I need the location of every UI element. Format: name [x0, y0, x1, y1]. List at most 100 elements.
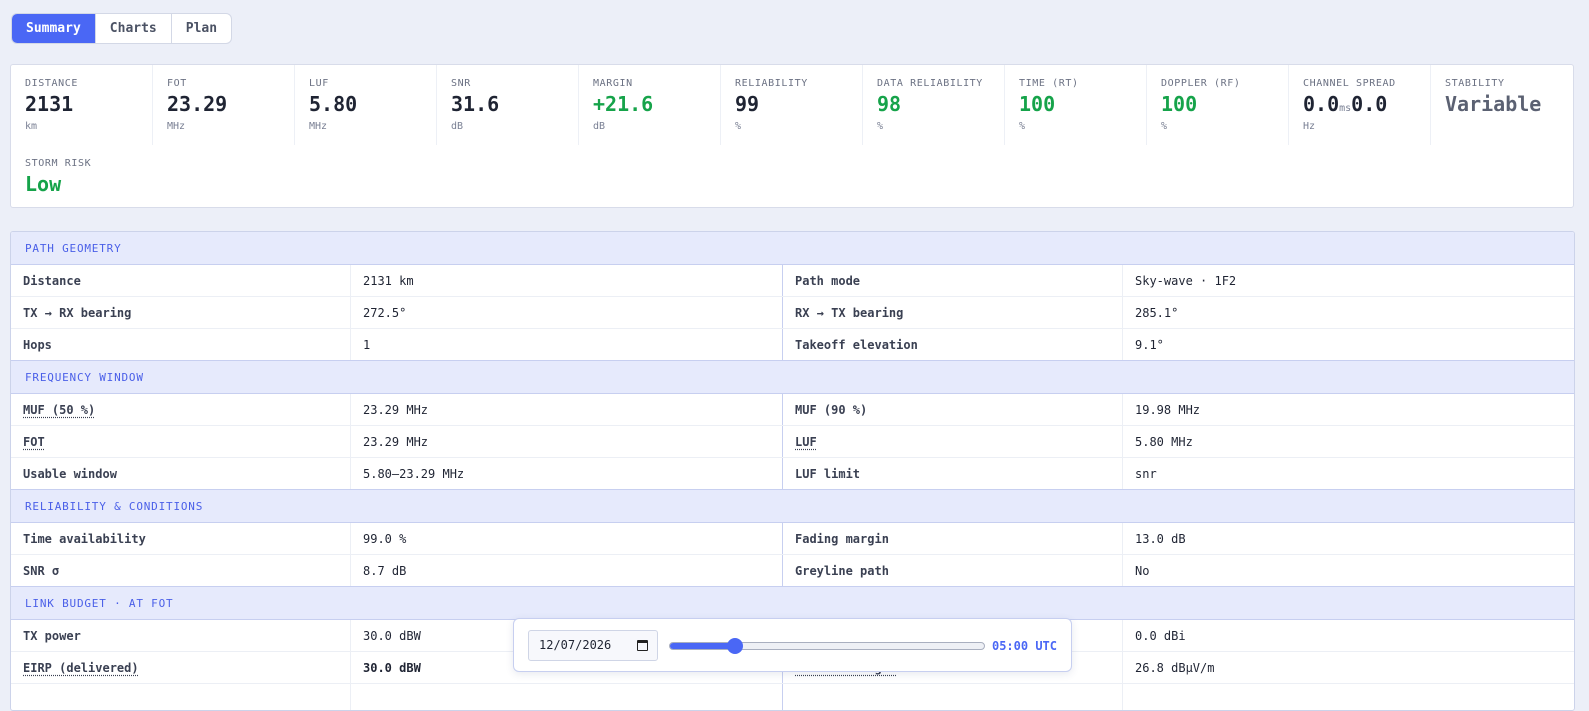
row-key: Takeoff elevation	[783, 329, 1123, 360]
row-value: 13.0 dB	[1135, 532, 1186, 546]
row-value	[1123, 684, 1574, 710]
stat-unit: Hz	[1303, 121, 1316, 132]
stat-doppler-rf: DOPPLER (RF) 100 %	[1147, 65, 1289, 145]
row-key: MUF (90 %)	[783, 394, 1123, 425]
stat-unit: MHz	[167, 121, 186, 132]
tab-summary[interactable]: Summary	[12, 14, 96, 43]
table-row: Time availability 99.0 % Fading margin 1…	[11, 523, 1574, 555]
date-value: 12/07/2026	[539, 638, 612, 652]
stat-fot: FOT 23.29 MHz	[153, 65, 295, 145]
table-row: MUF (50 %) 23.29 MHz MUF (90 %) 19.98 MH…	[11, 394, 1574, 426]
section-frequency-window: FREQUENCY WINDOW	[11, 361, 1574, 394]
view-tabs: Summary Charts Plan	[11, 13, 233, 44]
stat-label: STORM RISK	[25, 158, 92, 169]
row-value: 23.29 MHz	[351, 426, 783, 457]
row-key	[783, 620, 1123, 651]
row-key: LUF	[783, 426, 1123, 457]
row-value: 0.0 dBi	[1135, 629, 1186, 643]
table-row: Hops 1 Takeoff elevation 9.1°	[11, 329, 1574, 361]
time-control-bar: 12/07/2026 05:00 UTC	[513, 618, 1072, 672]
row-value: 5.80 MHz	[1135, 435, 1193, 449]
stat-label: LUF	[309, 78, 329, 89]
row-value: snr	[1135, 467, 1157, 481]
row-value: 8.7 dB	[351, 555, 783, 586]
eirp-term[interactable]: EIRP (delivered)	[23, 661, 139, 675]
stat-time-rt: TIME (RT) 100 %	[1005, 65, 1147, 145]
fot-term[interactable]: FOT	[23, 435, 45, 449]
stat-label: DOPPLER (RF)	[1161, 78, 1241, 89]
row-value: 99.0 %	[351, 523, 783, 554]
time-readout: 05:00 UTC	[991, 639, 1057, 653]
stat-unit: MHz	[309, 121, 328, 132]
stat-value-doppler: 0.0	[1351, 92, 1388, 116]
time-slider-fill	[670, 643, 736, 649]
row-value: 5.80–23.29 MHz	[351, 458, 783, 489]
stat-margin: MARGIN +21.6 dB	[579, 65, 721, 145]
table-row: TX → RX bearing 272.5° RX → TX bearing 2…	[11, 297, 1574, 329]
stat-label: RELIABILITY	[735, 78, 808, 89]
tab-plan[interactable]: Plan	[185, 21, 218, 36]
row-key: MUF (50 %)	[11, 394, 351, 425]
stat-label: MARGIN	[593, 78, 633, 89]
stat-unit: %	[877, 121, 884, 132]
stat-value-delay: 0.0	[1303, 92, 1340, 116]
stat-value: 31.6	[451, 92, 500, 116]
table-row: SNR σ 8.7 dB Greyline path No	[11, 555, 1574, 587]
stat-snr: SNR 31.6 dB	[437, 65, 579, 145]
tab-charts[interactable]: Charts	[96, 14, 172, 43]
stat-luf: LUF 5.80 MHz	[295, 65, 437, 145]
section-reliability-conditions: RELIABILITY & CONDITIONS	[11, 490, 1574, 523]
muf50-term[interactable]: MUF (50 %)	[23, 403, 96, 417]
row-value: 285.1°	[1135, 306, 1179, 320]
stat-label: SNR	[451, 78, 471, 89]
stat-value: 98	[877, 92, 902, 116]
table-row: Usable window 5.80–23.29 MHz LUF limit s…	[11, 458, 1574, 490]
row-key: Greyline path	[783, 555, 1123, 586]
stat-distance: DISTANCE 2131 km	[11, 65, 153, 145]
stat-value: 23.29	[167, 92, 228, 116]
stat-label: STABILITY	[1445, 78, 1505, 89]
row-key: Fading margin	[783, 523, 1123, 554]
stat-reliability: RELIABILITY 99 %	[721, 65, 863, 145]
summary-stats-card: DISTANCE 2131 km FOT 23.29 MHz LUF 5.80 …	[10, 64, 1574, 208]
time-slider-handle[interactable]	[726, 638, 743, 654]
row-value	[351, 684, 783, 710]
stat-data-reliability: DATA RELIABILITY 98 %	[863, 65, 1005, 145]
stat-unit: %	[735, 121, 742, 132]
stat-value: 100	[1019, 92, 1056, 116]
table-row	[11, 684, 1574, 710]
stat-value: 100	[1161, 92, 1198, 116]
row-key: TX → RX bearing	[11, 297, 351, 328]
row-value: 9.1°	[1135, 338, 1164, 352]
stat-unit: dB	[451, 121, 464, 132]
row-value: No	[1135, 564, 1150, 578]
stat-storm-risk: STORM RISK Low	[11, 145, 153, 225]
section-link-budget: LINK BUDGET · AT FOT	[11, 587, 1574, 620]
luf-term[interactable]: LUF	[795, 435, 817, 449]
date-input[interactable]: 12/07/2026	[528, 630, 658, 661]
row-key: LUF limit	[783, 458, 1123, 489]
stat-label: DISTANCE	[25, 78, 78, 89]
row-value: 1	[351, 329, 783, 360]
section-path-geometry: PATH GEOMETRY	[11, 232, 1574, 265]
calendar-icon[interactable]	[637, 640, 648, 651]
stat-unit: %	[1019, 121, 1026, 132]
stat-label: DATA RELIABILITY	[877, 78, 983, 89]
row-value: 23.29 MHz	[351, 394, 783, 425]
table-row: Distance 2131 km Path mode Sky-wave · 1F…	[11, 265, 1574, 297]
row-key: Hops	[11, 329, 351, 360]
stat-value: Variable	[1445, 92, 1542, 116]
stat-channel-spread: CHANNEL SPREAD 0.0ms0.0 Hz	[1289, 65, 1431, 145]
row-key: FOT	[11, 426, 351, 457]
stat-value: +21.6	[593, 92, 654, 116]
stat-value: Low	[25, 172, 62, 196]
row-key: Distance	[11, 265, 351, 296]
row-key: Path mode	[783, 265, 1123, 296]
row-value: 26.8 dBμV/m	[1135, 661, 1215, 675]
time-slider-track[interactable]	[669, 642, 985, 650]
row-value: 272.5°	[351, 297, 783, 328]
table-row: FOT 23.29 MHz LUF 5.80 MHz	[11, 426, 1574, 458]
row-key: EIRP (delivered)	[11, 652, 351, 683]
row-key: Usable window	[11, 458, 351, 489]
stat-label: FOT	[167, 78, 187, 89]
